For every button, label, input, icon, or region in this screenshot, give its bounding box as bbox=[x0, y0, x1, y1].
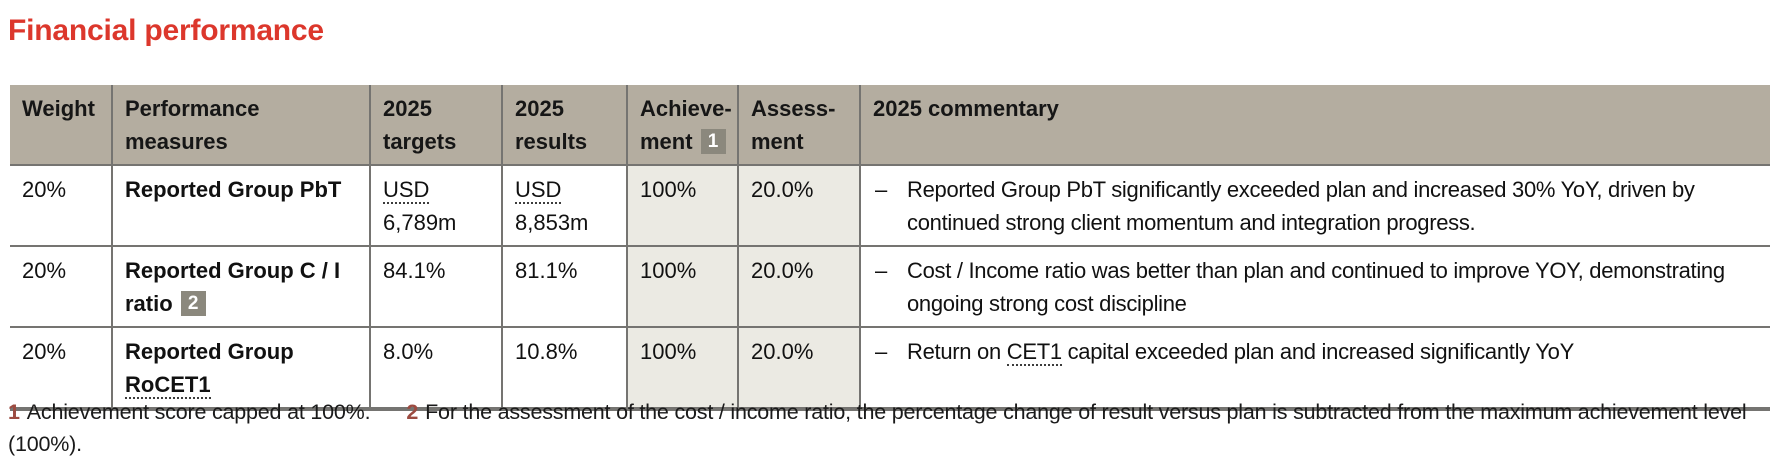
header-achievement-line1: Achieve- bbox=[640, 96, 732, 121]
cell-commentary: – Reported Group PbT significantly excee… bbox=[859, 164, 1770, 246]
table-body: 20% Reported Group PbT USD 6,789m USD 8,… bbox=[10, 164, 1770, 409]
achievement-value: 100% bbox=[640, 177, 697, 202]
cell-assessment: 20.0% bbox=[737, 245, 860, 327]
weight-value: 20% bbox=[22, 339, 67, 364]
footnotes: 1 Achievement score capped at 100%. 2 For t… bbox=[8, 396, 1764, 456]
measure-name-line1: Reported Group bbox=[125, 339, 294, 364]
header-results-line2: results bbox=[515, 129, 588, 154]
assessment-value: 20.0% bbox=[751, 258, 814, 283]
cell-achievement: 100% bbox=[626, 164, 738, 246]
target-amount: 6,789m bbox=[383, 210, 457, 235]
cell-target: 84.1% bbox=[369, 245, 502, 327]
weight-value: 20% bbox=[22, 177, 67, 202]
commentary-text: Reported Group PbT significantly exceede… bbox=[907, 177, 1695, 235]
target-value: 8.0% bbox=[383, 339, 434, 364]
financial-performance-table: Weight Performance measures 2025 targets… bbox=[10, 85, 1770, 411]
bullet-dash: – bbox=[875, 339, 888, 364]
cell-result: 81.1% bbox=[501, 245, 627, 327]
cell-assessment: 20.0% bbox=[737, 164, 860, 246]
header-measures-line2: measures bbox=[125, 129, 228, 154]
header-assessment-line2: ment bbox=[751, 129, 804, 154]
table-row-reported-group-ci-ratio: 20% Reported Group C / I ratio 2 84.1% 81… bbox=[10, 245, 1770, 327]
header-results-line1: 2025 bbox=[515, 96, 564, 121]
achievement-value: 100% bbox=[640, 339, 697, 364]
assessment-value: 20.0% bbox=[751, 177, 814, 202]
bullet-dash: – bbox=[875, 258, 888, 283]
achievement-value: 100% bbox=[640, 258, 697, 283]
header-performance-measures: Performance measures bbox=[111, 85, 370, 165]
footnote-1-text: Achievement score capped at 100%. bbox=[26, 400, 371, 424]
result-value: 81.1% bbox=[515, 258, 578, 283]
target-value: 84.1% bbox=[383, 258, 446, 283]
header-targets-line1: 2025 bbox=[383, 96, 432, 121]
footnote-1-badge: 1 bbox=[700, 129, 726, 154]
table-header: Weight Performance measures 2025 targets… bbox=[10, 85, 1770, 165]
commentary-text: Return on CET1 capital exceeded plan and… bbox=[907, 339, 1574, 366]
page-title: Financial performance bbox=[8, 14, 324, 47]
cell-result: USD 8,853m bbox=[501, 164, 627, 246]
footnote-2-badge: 2 bbox=[180, 291, 206, 316]
result-value: 10.8% bbox=[515, 339, 578, 364]
cell-assessment: 20.0% bbox=[737, 326, 860, 409]
cell-achievement: 100% bbox=[626, 326, 738, 409]
footnote-1-marker: 1 bbox=[8, 400, 20, 424]
header-achievement: Achieve- ment 1 bbox=[626, 85, 738, 165]
header-achievement-line2: ment bbox=[640, 129, 693, 154]
cell-weight: 20% bbox=[10, 245, 112, 327]
commentary-text: Cost / Income ratio was better than plan… bbox=[907, 258, 1725, 316]
cell-measure: Reported Group RoCET1 bbox=[111, 326, 370, 409]
cell-result: 10.8% bbox=[501, 326, 627, 409]
header-commentary-label: 2025 commentary bbox=[873, 96, 1059, 121]
header-weight-label: Weight bbox=[22, 96, 95, 121]
table-row-reported-group-pbt: 20% Reported Group PbT USD 6,789m USD 8,… bbox=[10, 164, 1770, 246]
table-row-reported-group-rocet1: 20% Reported Group RoCET1 8.0% 10.8% 100… bbox=[10, 326, 1770, 409]
header-measures-line1: Performance bbox=[125, 96, 260, 121]
cell-achievement: 100% bbox=[626, 245, 738, 327]
header-weight: Weight bbox=[10, 85, 112, 165]
header-row: Weight Performance measures 2025 targets… bbox=[10, 85, 1770, 165]
header-2025-results: 2025 results bbox=[501, 85, 627, 165]
cell-measure: Reported Group C / I ratio 2 bbox=[111, 245, 370, 327]
cell-weight: 20% bbox=[10, 326, 112, 409]
result-amount: 8,853m bbox=[515, 210, 589, 235]
measure-name-line2: RoCET1 bbox=[125, 372, 211, 399]
header-assessment: Assess- ment bbox=[737, 85, 860, 165]
weight-value: 20% bbox=[22, 258, 67, 283]
measure-name-line1: Reported Group C / I bbox=[125, 258, 341, 283]
header-targets-line2: targets bbox=[383, 129, 457, 154]
header-2025-targets: 2025 targets bbox=[369, 85, 502, 165]
footnote-2-text: For the assessment of the cost / income … bbox=[8, 400, 1747, 456]
footnote-2-marker: 2 bbox=[406, 400, 419, 424]
cell-target: USD 6,789m bbox=[369, 164, 502, 246]
target-currency: USD bbox=[383, 177, 430, 204]
cell-commentary: – Return on CET1 capital exceeded plan a… bbox=[859, 326, 1770, 409]
cell-target: 8.0% bbox=[369, 326, 502, 409]
cell-measure: Reported Group PbT bbox=[111, 164, 370, 246]
cell-weight: 20% bbox=[10, 164, 112, 246]
measure-name: Reported Group PbT bbox=[125, 177, 342, 202]
measure-name-line2: ratio bbox=[125, 291, 173, 316]
result-currency: USD bbox=[515, 177, 562, 204]
assessment-value: 20.0% bbox=[751, 339, 814, 364]
header-2025-commentary: 2025 commentary bbox=[859, 85, 1770, 165]
bullet-dash: – bbox=[875, 177, 888, 202]
cell-commentary: – Cost / Income ratio was better than pl… bbox=[859, 245, 1770, 327]
header-assessment-line1: Assess- bbox=[751, 96, 836, 121]
